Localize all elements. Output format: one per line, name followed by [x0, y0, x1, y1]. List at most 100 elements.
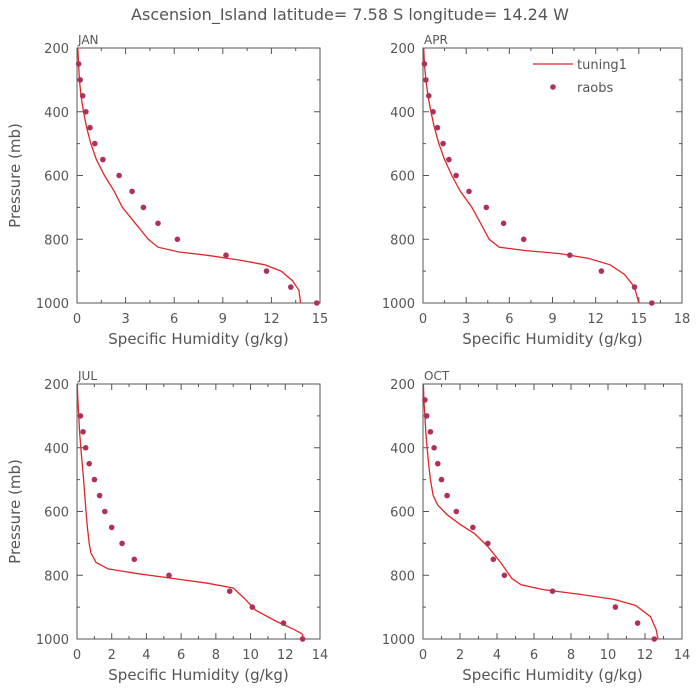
data-point-raobs — [77, 413, 84, 419]
x-tick-label: 6 — [530, 648, 538, 663]
panel-title: OCT — [424, 369, 450, 383]
data-point-raobs — [91, 476, 98, 483]
y-tick-label: 1000 — [382, 633, 415, 648]
y-axis-label: Pressure (mb) — [6, 459, 24, 564]
data-point-raobs — [92, 140, 98, 147]
x-tick-label: 15 — [312, 312, 329, 327]
legend-dot-swatch — [550, 84, 556, 90]
data-point-raobs — [280, 620, 287, 626]
panel-title: JAN — [77, 33, 99, 47]
data-point-raobs — [226, 588, 233, 594]
y-tick-label: 600 — [390, 170, 415, 185]
y-tick-label: 200 — [44, 42, 69, 57]
plot-frame — [422, 383, 683, 640]
data-point-raobs — [80, 429, 86, 435]
panel-apr: APR 200 400 600 800 1000 0 3 6 9 12 15 18 Specific Hu… — [382, 33, 690, 348]
legend-label-model: tuning1 — [577, 58, 627, 73]
data-point-raobs — [598, 268, 605, 274]
y-tick-label: 1000 — [382, 297, 415, 312]
x-tick-label: 0 — [73, 312, 81, 327]
y-tick-label: 400 — [44, 442, 69, 457]
data-point-raobs — [426, 93, 432, 99]
data-point-raobs — [263, 268, 270, 274]
y-tick-label: 400 — [390, 442, 415, 457]
data-point-raobs — [155, 220, 161, 227]
data-point-raobs — [631, 284, 638, 290]
data-point-raobs — [96, 492, 103, 499]
x-tick-label: 6 — [505, 312, 513, 327]
x-tick-label: 2 — [456, 648, 464, 663]
x-tick-label: 8 — [567, 648, 575, 663]
data-point-raobs — [102, 508, 108, 515]
x-tick-label: 0 — [419, 648, 427, 663]
figure-title: Ascension_Island latitude= 7.58 S longit… — [131, 5, 569, 25]
plot-frame — [76, 383, 321, 640]
x-axis-label: Specific Humidity (g/kg) — [462, 666, 642, 684]
y-tick-label: 200 — [390, 42, 415, 57]
data-point-raobs — [444, 492, 450, 499]
x-tick-label: 10 — [600, 648, 617, 663]
y-tick-label: 600 — [44, 170, 69, 185]
data-point-raobs — [430, 109, 436, 115]
data-point-raobs — [86, 460, 92, 467]
y-tick-label: 1000 — [36, 297, 69, 312]
x-axis-label: Specific Humidity (g/kg) — [108, 666, 288, 684]
data-point-raobs — [453, 172, 459, 179]
data-point-raobs — [75, 61, 82, 67]
data-point-raobs — [649, 300, 655, 306]
x-axis-label: Specific Humidity (g/kg) — [462, 330, 642, 348]
y-tick-label: 600 — [44, 506, 69, 521]
y-axis-label: Pressure (mb) — [6, 123, 24, 228]
data-point-raobs — [612, 604, 619, 610]
x-tick-label: 6 — [177, 648, 185, 663]
x-tick-label: 0 — [73, 648, 81, 663]
data-point-raobs — [140, 204, 147, 211]
data-point-raobs — [108, 524, 115, 531]
x-axis-label: Specific Humidity (g/kg) — [108, 330, 288, 348]
data-point-raobs — [423, 77, 429, 83]
y-tick-label: 800 — [390, 569, 415, 584]
x-tick-label: 12 — [637, 648, 654, 663]
data-point-raobs — [314, 300, 320, 306]
data-point-raobs — [129, 188, 135, 195]
data-point-raobs — [249, 604, 256, 610]
y-tick-label: 1000 — [36, 633, 69, 648]
y-tick-label: 600 — [390, 506, 415, 521]
plot-frame — [76, 47, 321, 304]
x-tick-label: 3 — [462, 312, 470, 327]
x-tick-label: 14 — [674, 648, 691, 663]
x-tick-label: 8 — [212, 648, 220, 663]
legend-label-obs: raobs — [577, 81, 614, 96]
data-point-raobs — [119, 540, 125, 547]
data-point-raobs — [485, 540, 491, 547]
data-point-raobs — [421, 61, 428, 67]
panel-jul: JUL 200 400 600 800 1000 0 2 4 6 8 10 12 14 Specific H… — [6, 369, 328, 684]
data-point-raobs — [100, 156, 106, 163]
data-point-raobs — [422, 397, 428, 403]
x-tick-label: 9 — [548, 312, 556, 327]
x-tick-label: 12 — [587, 312, 604, 327]
data-point-raobs — [470, 524, 476, 531]
data-point-raobs — [79, 93, 86, 99]
x-tick-label: 9 — [219, 312, 227, 327]
y-tick-label: 200 — [44, 378, 69, 393]
data-point-raobs — [435, 460, 441, 467]
data-point-raobs — [83, 109, 89, 115]
x-tick-label: 3 — [121, 312, 129, 327]
x-tick-label: 4 — [493, 648, 501, 663]
x-tick-label: 10 — [242, 648, 259, 663]
data-point-raobs — [490, 556, 497, 563]
data-point-raobs — [438, 476, 445, 483]
series-line-tuning1 — [77, 48, 302, 303]
x-tick-label: 6 — [170, 312, 178, 327]
data-point-raobs — [299, 636, 306, 642]
data-point-raobs — [501, 572, 508, 579]
data-point-raobs — [567, 252, 573, 258]
x-tick-label: 2 — [108, 648, 116, 663]
y-tick-label: 800 — [44, 233, 69, 248]
series-line-tuning1 — [423, 48, 640, 303]
data-point-raobs — [446, 156, 452, 163]
x-tick-label: 15 — [631, 312, 648, 327]
